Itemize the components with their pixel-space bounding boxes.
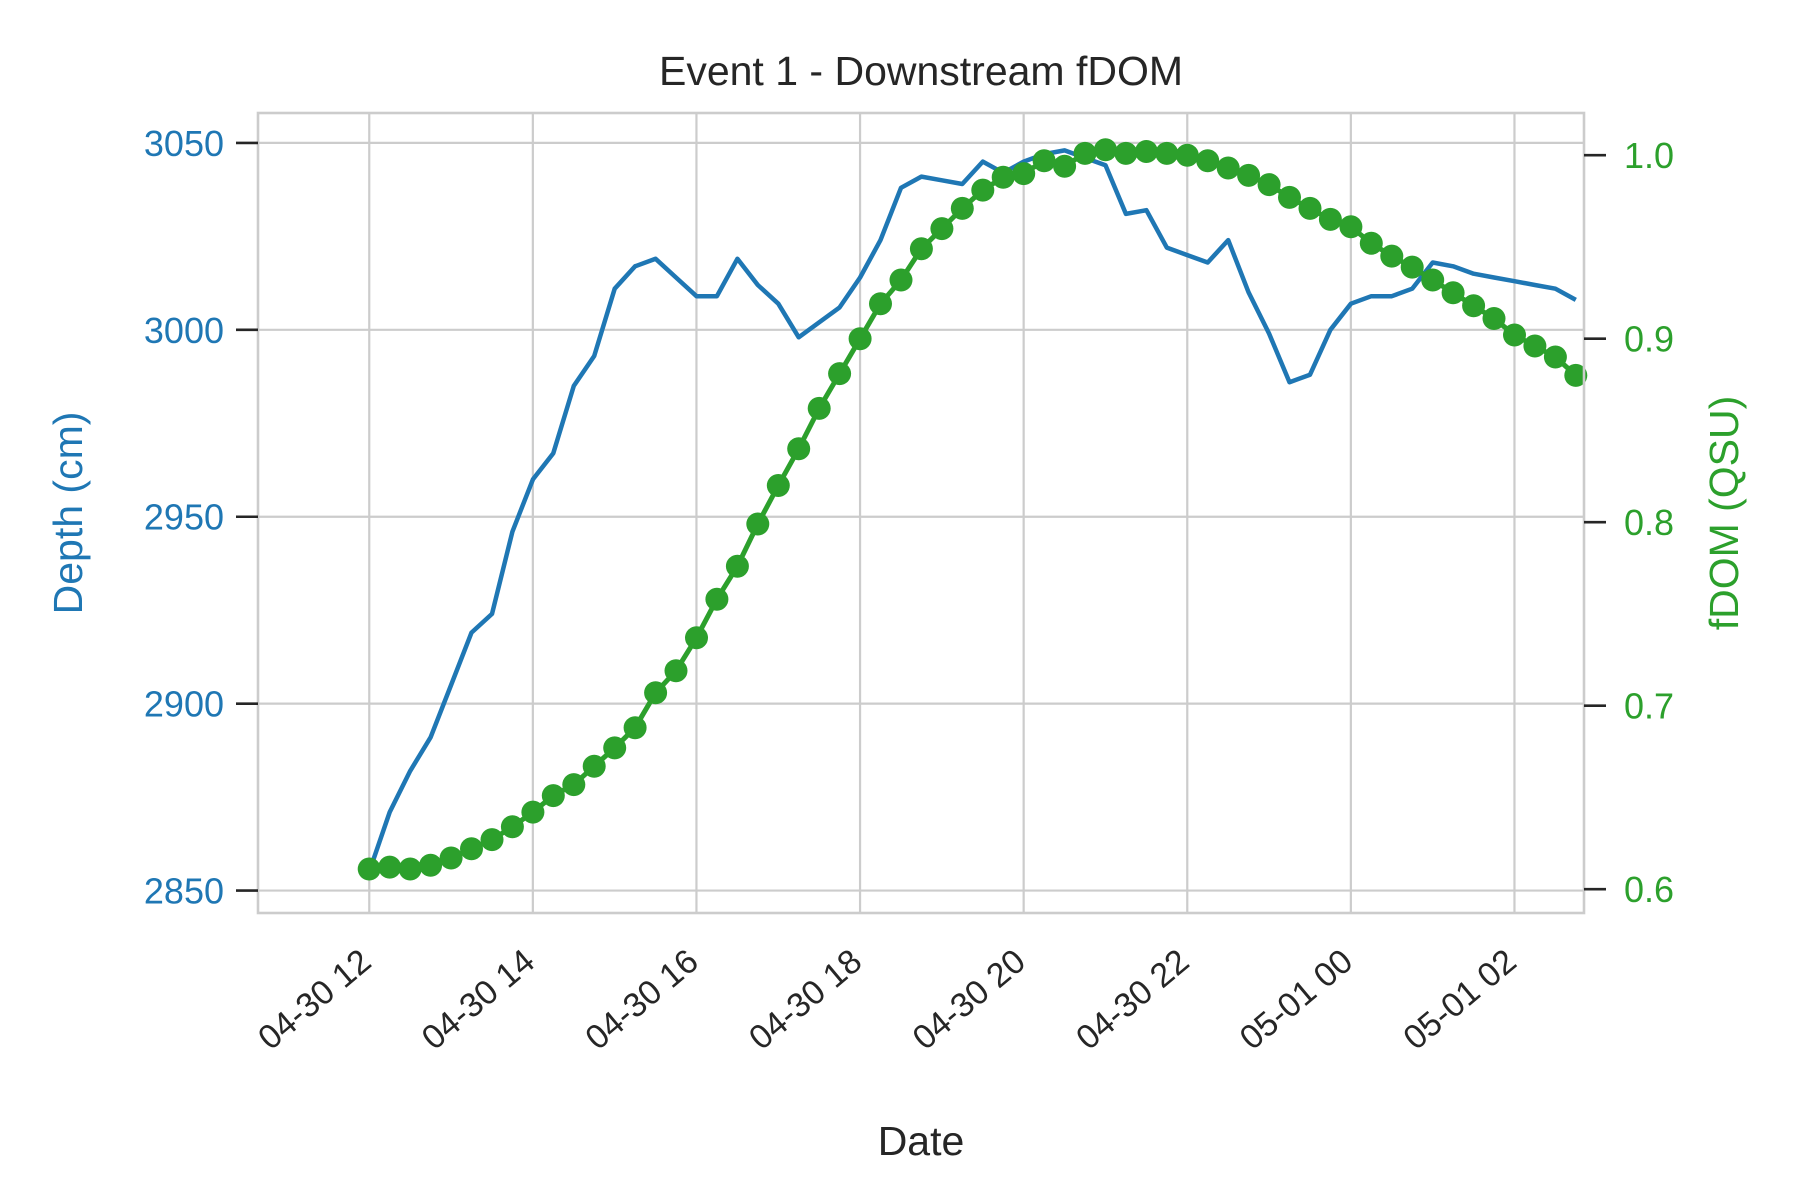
fdom-point xyxy=(828,362,852,386)
fdom-point xyxy=(521,800,545,824)
fdom-point xyxy=(869,292,892,316)
fdom-point xyxy=(1216,156,1240,180)
fdom-point xyxy=(398,857,422,881)
plot-frame xyxy=(256,111,1586,915)
fdom-point xyxy=(950,196,974,220)
fdom-point xyxy=(971,178,995,202)
fdom-point xyxy=(357,857,381,881)
fdom-point xyxy=(623,716,647,740)
fdom-point xyxy=(582,754,606,778)
fdom-point xyxy=(460,837,483,861)
fdom-point xyxy=(1482,307,1506,330)
fdom-point xyxy=(1196,149,1220,173)
fdom-point xyxy=(1380,244,1404,268)
right-axis: 0.6 0.7 0.8 0.9 1.0 xyxy=(1584,135,1674,910)
fdom-point xyxy=(705,587,729,611)
chart-title: Event 1 - Downstream fDOM xyxy=(659,48,1183,94)
depth-series-line xyxy=(367,148,1577,873)
right-y-axis-label: fDOM (QSU) xyxy=(1701,396,1747,631)
fdom-point xyxy=(1012,162,1036,186)
fdom-point xyxy=(664,659,688,683)
fdom-point xyxy=(1155,141,1179,165)
x-axis-label: Date xyxy=(878,1118,965,1164)
right-tick-label: 0.6 xyxy=(1624,869,1674,910)
left-y-axis-label: Depth (cm) xyxy=(45,412,91,615)
fdom-point xyxy=(439,846,463,870)
fdom-point xyxy=(378,855,402,879)
fdom-point xyxy=(419,853,443,877)
fdom-point xyxy=(1523,334,1547,358)
fdom-point xyxy=(1134,140,1158,163)
fdom-point xyxy=(889,268,913,292)
fdom-point xyxy=(1318,207,1342,231)
left-tick-label: 3000 xyxy=(144,310,224,351)
fdom-point xyxy=(644,681,668,705)
fdom-point xyxy=(1543,345,1567,369)
fdom-point xyxy=(1032,149,1056,173)
fdom-point xyxy=(562,773,586,797)
fdom-point xyxy=(500,815,524,839)
fdom-point xyxy=(685,626,708,650)
fdom-point xyxy=(848,327,872,351)
fdom-point xyxy=(991,165,1015,189)
fdom-point xyxy=(1175,143,1199,167)
left-tick-label: 3050 xyxy=(144,123,224,164)
fdom-point xyxy=(1400,255,1424,279)
fdom-point xyxy=(1278,185,1301,209)
fdom-point xyxy=(766,474,790,497)
fdom-point xyxy=(1257,173,1281,197)
left-tick-label: 2950 xyxy=(144,497,224,538)
fdom-point xyxy=(787,437,811,461)
fdom-point xyxy=(1441,281,1465,305)
fdom-point xyxy=(480,828,504,852)
fdom-point xyxy=(1359,231,1383,255)
fdom-point xyxy=(725,554,749,578)
right-tick-label: 1.0 xyxy=(1624,135,1674,176)
fdom-point xyxy=(1503,323,1526,347)
fdom-point xyxy=(1339,215,1363,239)
fdom-point xyxy=(1053,154,1077,178)
fdom-point xyxy=(1073,141,1097,165)
grid xyxy=(258,113,1584,913)
fdom-point xyxy=(909,237,933,261)
fdom-point xyxy=(1094,138,1117,162)
right-tick-label: 0.7 xyxy=(1624,686,1674,727)
right-tick-label: 0.9 xyxy=(1624,319,1674,360)
left-tick-label: 2900 xyxy=(144,684,224,725)
fdom-point xyxy=(1237,163,1261,187)
fdom-point xyxy=(1421,268,1445,292)
fdom-point xyxy=(1564,363,1588,387)
fdom-point xyxy=(1462,294,1486,318)
fdom-point xyxy=(603,736,627,760)
left-axis: 2850 2900 2950 3000 3050 xyxy=(144,123,258,912)
right-tick-label: 0.8 xyxy=(1624,502,1674,543)
fdom-point xyxy=(746,512,770,536)
fdom-point xyxy=(930,217,954,241)
fdom-point xyxy=(541,784,565,808)
fdom-point xyxy=(807,396,831,420)
fdom-point xyxy=(1298,196,1322,220)
fdom-point xyxy=(1114,141,1138,165)
series-layer xyxy=(357,138,1588,881)
left-tick-label: 2850 xyxy=(144,871,224,912)
